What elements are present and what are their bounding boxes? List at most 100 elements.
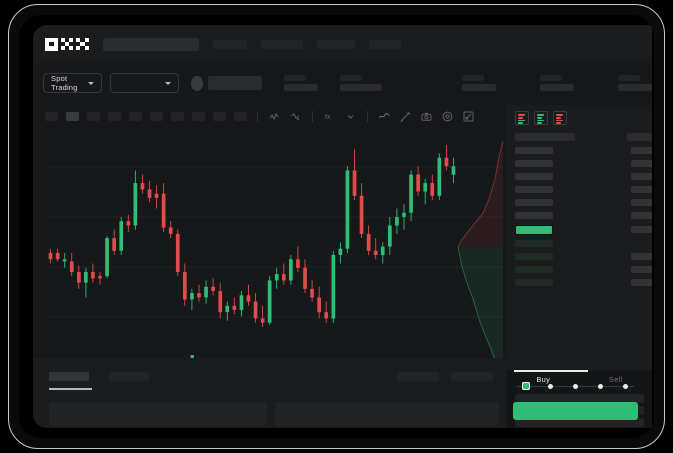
timeframe-button-2[interactable]	[66, 111, 79, 121]
tab-open-orders[interactable]	[49, 372, 89, 381]
stepper-dot[interactable]	[573, 383, 578, 389]
stepper-step-2[interactable]	[538, 383, 563, 389]
stepper-dot[interactable]	[598, 383, 603, 389]
order-book-bid-row[interactable]	[515, 253, 553, 260]
timeframe-button-3[interactable]	[87, 111, 100, 121]
ticker-stat	[618, 75, 652, 91]
stepper-step-1[interactable]	[513, 382, 538, 390]
line-chart-icon[interactable]	[378, 110, 391, 123]
order-book-ask-size	[631, 160, 652, 167]
order-book-bid-row[interactable]	[515, 279, 553, 286]
fullscreen-icon[interactable]	[462, 110, 475, 123]
chevron-down-icon[interactable]	[344, 110, 357, 123]
price-field[interactable]	[515, 394, 644, 403]
pair-avatar	[191, 75, 203, 91]
ticker-stats	[284, 75, 652, 91]
order-book-panel	[507, 105, 652, 370]
order-book-rows[interactable]	[507, 133, 652, 370]
orders-panel	[33, 358, 507, 428]
stat-label	[618, 75, 640, 81]
price-chart-region[interactable]	[33, 127, 507, 397]
indicator-icon[interactable]: fx	[323, 110, 336, 123]
order-book-bid-row[interactable]	[515, 266, 553, 273]
search-input[interactable]	[103, 37, 199, 51]
trade-side-tabs: Buy Sell	[507, 370, 652, 390]
stat-value	[462, 84, 496, 91]
bar-chart-icon[interactable]	[289, 110, 302, 123]
ticker-stat	[540, 75, 574, 91]
timeframe-button-9[interactable]	[213, 111, 226, 121]
device-bezel: Spot Trading	[8, 4, 665, 449]
nav-link-2[interactable]	[261, 39, 303, 49]
order-book-ask-row[interactable]	[515, 147, 553, 154]
okx-logo[interactable]	[45, 37, 89, 51]
nav-link-3[interactable]	[317, 39, 355, 49]
orders-box-left	[49, 402, 267, 426]
nav-link-1[interactable]	[213, 39, 247, 49]
candlestick-icon[interactable]	[268, 110, 281, 123]
order-book-ask-row[interactable]	[515, 173, 553, 180]
order-book-ask-row[interactable]	[515, 199, 553, 206]
order-book-header-right	[627, 133, 652, 141]
stepper-dot[interactable]	[623, 383, 628, 389]
timeframe-button-7[interactable]	[171, 111, 184, 121]
chevron-down-icon	[87, 81, 94, 85]
timeframe-button-1[interactable]	[45, 111, 58, 121]
order-book-ask-row[interactable]	[515, 186, 553, 193]
settings-icon[interactable]	[441, 110, 454, 123]
order-book-ask-row[interactable]	[515, 160, 553, 167]
nav-link-4[interactable]	[369, 39, 401, 49]
stepper-step-4[interactable]	[588, 383, 613, 389]
ticker-stat	[462, 75, 496, 91]
both-sides-icon[interactable]	[515, 111, 529, 125]
device-screen-frame: Spot Trading	[19, 15, 654, 438]
top-navigation-bar	[33, 25, 652, 63]
stepper-step-3[interactable]	[563, 383, 588, 389]
market-type-selector[interactable]: Spot Trading	[43, 73, 102, 93]
order-book-best-price[interactable]	[515, 225, 553, 235]
asks-only-icon[interactable]	[553, 111, 567, 125]
logo-letter-k	[60, 37, 74, 51]
orders-action-1[interactable]	[397, 372, 439, 381]
tab-buy[interactable]: Buy	[536, 375, 551, 384]
order-book-bid-size	[631, 279, 652, 286]
orders-action-2[interactable]	[451, 372, 493, 381]
timeframe-button-10[interactable]	[234, 111, 247, 121]
camera-icon[interactable]	[420, 110, 433, 123]
stepper-dot[interactable]	[548, 383, 553, 389]
order-book-view-modes	[507, 105, 652, 125]
stepper-step-5[interactable]	[613, 383, 638, 389]
depth-chart-overlay	[455, 127, 507, 386]
order-depth-area	[457, 140, 504, 386]
pair-selector[interactable]	[109, 73, 180, 93]
toolbar-divider	[257, 110, 258, 122]
ticker-bar: Spot Trading	[33, 63, 652, 103]
timeframe-button-4[interactable]	[108, 111, 121, 121]
app-screen: Spot Trading	[33, 25, 652, 428]
buy-submit-button[interactable]	[513, 402, 638, 420]
timeframe-button-8[interactable]	[192, 111, 205, 121]
pencil-icon[interactable]	[399, 110, 412, 123]
stat-value	[540, 84, 574, 91]
order-book-bid-row[interactable]	[515, 240, 553, 247]
stepper-handle[interactable]	[521, 382, 530, 390]
amount-percentage-stepper[interactable]	[513, 380, 638, 392]
bids-only-icon[interactable]	[534, 111, 548, 125]
tab-sell[interactable]: Sell	[608, 375, 623, 384]
timeframe-button-5[interactable]	[129, 111, 142, 121]
market-type-label: Spot Trading	[51, 74, 78, 92]
logo-letter-o	[45, 37, 58, 51]
total-field[interactable]	[515, 418, 644, 427]
tab-order-history[interactable]	[109, 372, 149, 381]
stat-value	[284, 84, 318, 91]
order-book-ask-row[interactable]	[515, 212, 553, 219]
orders-content	[49, 402, 499, 426]
timeframe-button-6[interactable]	[150, 111, 163, 121]
stat-label	[540, 75, 562, 81]
order-book-ask-size	[631, 147, 652, 154]
stat-value	[340, 84, 382, 91]
logo-letter-x	[76, 37, 89, 51]
order-book-bid-size	[631, 253, 652, 260]
chevron-down-icon	[165, 81, 172, 85]
